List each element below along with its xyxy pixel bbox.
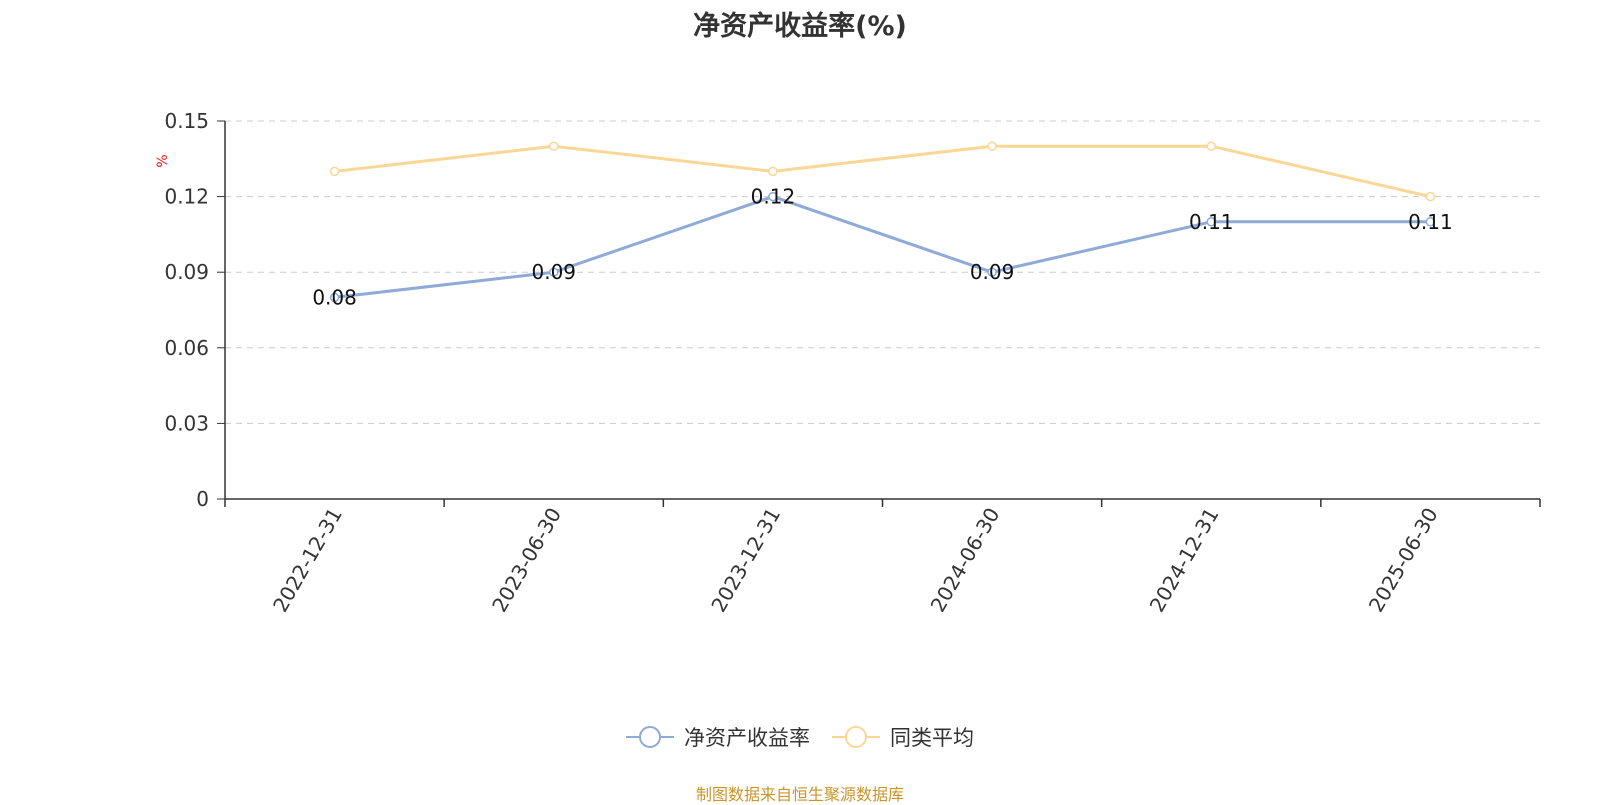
data-point (1206, 141, 1216, 151)
legend-item-roe[interactable]: 净资产收益率 (626, 722, 810, 752)
legend-line-circle-icon (626, 726, 674, 748)
data-point (1425, 217, 1436, 227)
data-point (329, 292, 340, 303)
data-point (549, 141, 559, 151)
legend-label-peer-average: 同类平均 (890, 726, 974, 750)
data-label: 0.09 (531, 260, 576, 284)
data-label: 0.09 (970, 260, 1015, 284)
data-point (1206, 217, 1216, 227)
y-axis-unit-label: % (155, 154, 171, 167)
x-tick-label: 2023-06-30 (487, 504, 566, 617)
y-tick-label: 0.09 (164, 260, 209, 284)
legend-line-circle-icon (832, 726, 880, 748)
legend-label-roe: 净资产收益率 (684, 726, 810, 750)
chart-title: 净资产收益率(%) (693, 11, 907, 42)
y-tick-label: 0.06 (164, 336, 209, 360)
data-point (768, 191, 778, 202)
data-point (329, 166, 340, 177)
y-tick-label: 0.15 (164, 109, 209, 133)
data-label: 0.11 (1408, 210, 1453, 234)
x-tick-label: 2022-12-31 (268, 504, 347, 617)
legend-item-peer-average[interactable]: 同类平均 (832, 722, 974, 752)
data-point (987, 267, 997, 277)
y-tick-label: 0.12 (164, 185, 209, 209)
legend: 净资产收益率 同类平均 (0, 722, 1600, 752)
y-tick-label: 0 (196, 487, 209, 511)
y-tick-label: 0.03 (164, 411, 209, 435)
data-label: 0.11 (1189, 210, 1234, 234)
data-label: 0.08 (312, 285, 357, 309)
data-point (1425, 191, 1436, 202)
data-point (768, 166, 778, 177)
series-line (334, 144, 1431, 199)
x-tick-label: 2024-06-30 (926, 504, 1005, 617)
data-point (987, 141, 997, 151)
data-point (549, 267, 559, 277)
data-label: 0.12 (751, 185, 796, 209)
source-note: 制图数据来自恒生聚源数据库 (695, 785, 904, 804)
series-line (334, 195, 1431, 299)
x-tick-label: 2025-06-30 (1364, 504, 1443, 617)
x-tick-label: 2023-12-31 (706, 504, 785, 617)
x-tick-label: 2024-12-31 (1145, 504, 1224, 617)
